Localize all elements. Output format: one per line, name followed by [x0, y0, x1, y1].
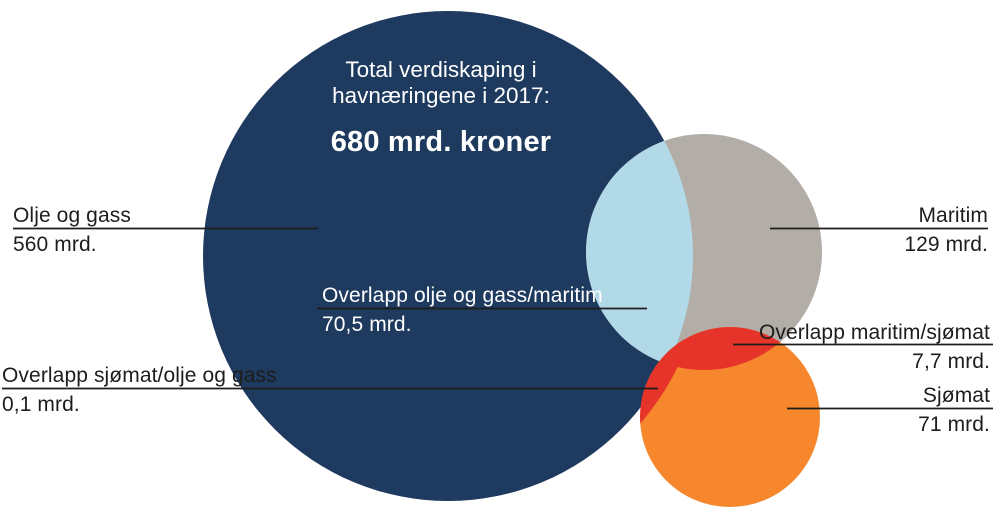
label-overlap-maritim-sjomat-value: 7,7 mrd. [912, 350, 990, 373]
label-sjomat: Sjømat 71 mrd. [918, 383, 990, 437]
label-sjomat-name: Sjømat [922, 384, 990, 407]
olje-og-gass-circle [203, 11, 693, 501]
label-olje-og-gass-name: Olje og gass [13, 204, 131, 227]
label-overlap-oljegass-maritim: Overlapp olje og gass/maritim 70,5 mrd. [322, 283, 603, 337]
label-overlap-sjomat-oljegass-name: Overlapp sjømat/olje og gass [2, 364, 277, 387]
chart-title-line2: havnæringene i 2017: [332, 83, 550, 108]
chart-title-line1: Total verdiskaping i [345, 57, 537, 82]
label-overlap-oljegass-maritim-value: 70,5 mrd. [322, 313, 412, 336]
label-overlap-maritim-sjomat-name: Overlapp maritim/sjømat [758, 321, 990, 344]
chart-title: Total verdiskaping i havnæringene i 2017… [191, 57, 691, 159]
label-olje-og-gass-value: 560 mrd. [13, 233, 97, 256]
label-maritim-value: 129 mrd. [904, 233, 988, 256]
sjomat-circle [640, 327, 820, 507]
label-overlap-oljegass-maritim-name: Overlapp olje og gass/maritim [322, 284, 603, 307]
label-overlap-sjomat-oljegass: Overlapp sjømat/olje og gass 0,1 mrd. [2, 363, 277, 417]
leader-lines [2, 227, 993, 410]
label-sjomat-value: 71 mrd. [918, 413, 990, 436]
label-overlap-maritim-sjomat: Overlapp maritim/sjømat 7,7 mrd. [759, 320, 990, 374]
overlap-oljegass-maritim-region [586, 134, 693, 370]
label-maritim: Maritim 129 mrd. [904, 203, 988, 257]
chart-total-value: 680 mrd. kroner [330, 126, 552, 158]
label-maritim-name: Maritim [918, 204, 988, 227]
label-olje-og-gass: Olje og gass 560 mrd. [13, 203, 131, 257]
label-overlap-sjomat-oljegass-value: 0,1 mrd. [2, 393, 80, 416]
